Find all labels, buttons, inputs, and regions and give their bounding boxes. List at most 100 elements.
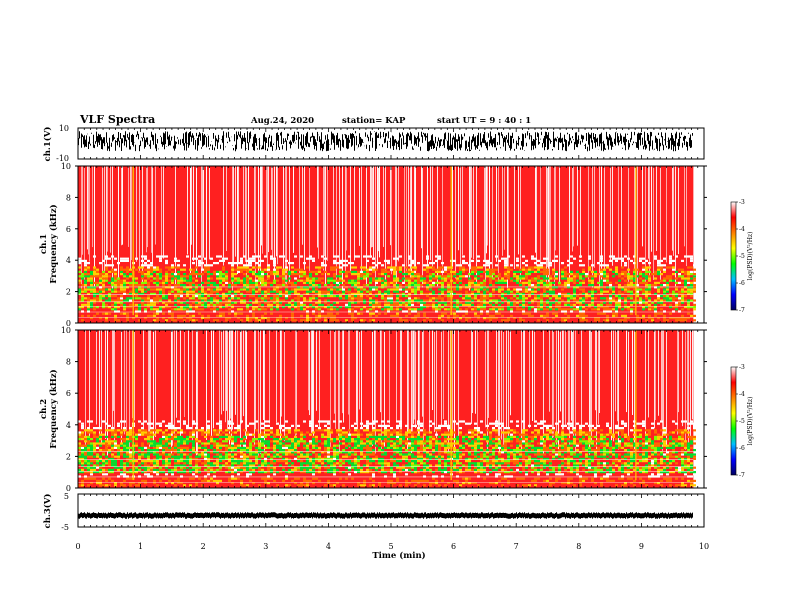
- ch1-spectrogram-cell: [96, 290, 99, 293]
- ch1-spectrogram-cell: [102, 290, 105, 293]
- ch1-spectrogram-cell: [636, 290, 639, 293]
- ch1-spectrogram-cell: [228, 303, 231, 306]
- ch1-spectrogram-cell: [123, 257, 126, 260]
- ch1-spectrogram-cell: [570, 295, 573, 298]
- ch2-spectrogram-cell: [600, 468, 603, 471]
- ch1-spectrogram-cell: [375, 295, 378, 298]
- ch2-spectrogram-cell: [204, 479, 207, 482]
- ch2-spectrogram-cell: [438, 457, 441, 460]
- ch1-spectrogram-cell: [183, 297, 186, 300]
- ch1-spectrogram-cell: [363, 275, 366, 278]
- ch1-spectrogram-cell: [144, 299, 147, 302]
- ch1-spectrogram-cell: [162, 255, 165, 258]
- ch1-spectrogram-streak: [492, 166, 493, 280]
- ch1-spectrogram-cell: [516, 297, 519, 300]
- ch1-spectrogram-cell: [633, 277, 636, 280]
- ch1-spectrogram-cell: [543, 284, 546, 287]
- ch1-spectrogram-streak: [272, 166, 273, 261]
- ch2-spectrogram-cell: [195, 466, 198, 469]
- ch2-spectrogram-cell: [405, 464, 408, 467]
- ch1-spectrogram-streak: [248, 166, 249, 266]
- ch2-spectrogram-cell: [534, 468, 537, 471]
- ch1-spectrogram-cell: [663, 284, 666, 287]
- ch2-spectrogram-cell: [597, 471, 600, 474]
- ch1-spectrogram-cell: [525, 303, 528, 306]
- ch2-spectrogram-cell: [87, 462, 90, 465]
- ch1-spectrogram-cell: [318, 266, 321, 269]
- ch1-spectrogram-cell: [375, 279, 378, 282]
- ch1-spectrogram-cell: [261, 299, 264, 302]
- ch1-spectrogram-cell: [306, 281, 309, 284]
- ch1-spectrogram-streak: [371, 166, 372, 248]
- ch1-spectrogram-cell: [528, 301, 531, 304]
- ch2-spectrogram-cell: [114, 462, 117, 465]
- ch1-spectrogram-cell: [435, 281, 438, 284]
- ch1-spectrogram-streak: [339, 166, 340, 286]
- ch2-spectrogram-cell: [396, 457, 399, 460]
- ch1-spectrogram-cell: [426, 286, 429, 289]
- ch1-spectrogram-cell: [213, 310, 216, 313]
- ch2-spectrogram-streak: [311, 330, 312, 433]
- ch1-spectrogram-cell: [228, 297, 231, 300]
- ch1-spectrogram-cell: [333, 275, 336, 278]
- ch1-spectrogram-cell: [573, 275, 576, 278]
- ch1-spectrogram-cell: [513, 295, 516, 298]
- ch2-spectrogram-cell: [663, 462, 666, 465]
- ch1-spectrogram-cell: [102, 306, 105, 309]
- ch1-spectrogram-cell: [405, 299, 408, 302]
- ch1-spectrogram-cell: [660, 286, 663, 289]
- ch1-spectrogram-cell: [588, 281, 591, 284]
- ch2-spectrogram-cell: [213, 471, 216, 474]
- ch1-spectrogram-cell: [354, 266, 357, 269]
- ch1-spectrogram-cell: [276, 266, 279, 269]
- ch1-spectrogram-cell: [288, 277, 291, 280]
- ch1-spectrogram-cell: [222, 312, 225, 315]
- ch1-spectrogram-cell: [93, 299, 96, 302]
- ch2-spectrogram-cell: [657, 462, 660, 465]
- ch1-spectrogram-cell: [603, 297, 606, 300]
- ch2-spectrogram-cell: [606, 473, 609, 476]
- ch2-spectrogram-cell: [603, 462, 606, 465]
- ch2-spectrogram-cell: [258, 471, 261, 474]
- ch1-spectrogram-cell: [627, 273, 630, 276]
- ch1-spectrogram-cell: [426, 295, 429, 298]
- ch1-spectrogram-cell: [231, 284, 234, 287]
- ch2-spectrogram-cell: [336, 482, 339, 485]
- ch1-spectrogram-cell: [633, 288, 636, 291]
- ch1-spectrogram-cell: [144, 273, 147, 276]
- ch1-spectrogram-cell: [432, 262, 435, 265]
- ch1-spectrogram-cell: [429, 273, 432, 276]
- ch1-spectrogram-cell: [525, 268, 528, 271]
- ch2-spectrogram-streak: [121, 330, 122, 447]
- ch2-spectrogram-cell: [678, 484, 681, 487]
- ch1-spectrogram-cell: [108, 297, 111, 300]
- ch1-spectrogram-cell: [552, 292, 555, 295]
- ch2-spectrogram-cell: [108, 471, 111, 474]
- ch2-spectrogram-streak: [645, 330, 646, 437]
- ch1-spectrogram-cell: [681, 299, 684, 302]
- ch1-spectrogram-cell: [426, 303, 429, 306]
- ch1-spectrogram-cell: [522, 292, 525, 295]
- ch1-spectrogram-cell: [183, 275, 186, 278]
- ch1-spectrogram-cell: [315, 317, 318, 320]
- ch1-spectrogram-cell: [159, 273, 162, 276]
- ch1-spectrogram-cell: [369, 303, 372, 306]
- ch1-spectrogram-cell: [468, 281, 471, 284]
- ch1-spectrogram-streak: [254, 166, 255, 254]
- ch1-spectrogram-cell: [498, 273, 501, 276]
- ch1-spectrogram-cell: [255, 290, 258, 293]
- ch1-spectrogram-cell: [618, 306, 621, 309]
- ch1-spectrogram-cell: [234, 290, 237, 293]
- ch1-spectrogram-cell: [603, 310, 606, 313]
- ch1-spectrogram-cell: [618, 286, 621, 289]
- ch1-spectrogram-cell: [150, 279, 153, 282]
- ch1-spectrogram-streak: [237, 166, 238, 275]
- ch1-spectrogram-cell: [276, 273, 279, 276]
- ch1-spectrogram-streak: [106, 166, 107, 269]
- ch2-spectrogram-streak: [280, 330, 281, 445]
- ch2-spectrogram-cell: [597, 462, 600, 465]
- ch2-spectrogram-cell: [366, 464, 369, 467]
- ch2-spectrogram-streak: [662, 330, 663, 451]
- ch2-spectrogram-cell: [681, 484, 684, 487]
